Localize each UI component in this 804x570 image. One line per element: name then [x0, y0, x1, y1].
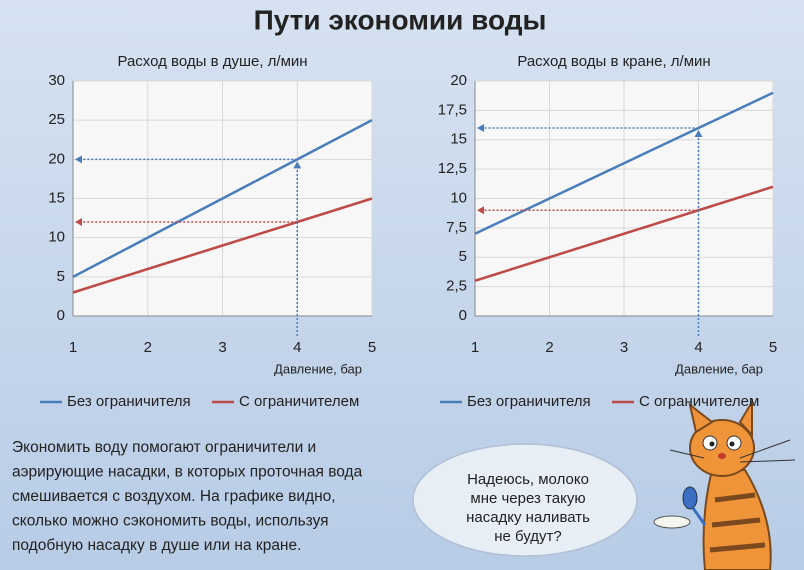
- y-tick-label: 12,5: [438, 160, 467, 177]
- legend-label: Без ограничителя: [467, 393, 591, 410]
- y-tick-label: 5: [459, 248, 467, 265]
- arrow-head: [293, 161, 302, 169]
- speech-bubble: [412, 443, 638, 557]
- series-line: [474, 185, 774, 282]
- speech-line: насадку наливать: [466, 509, 590, 526]
- x-tick-label: 2: [545, 339, 553, 356]
- x-tick-label: 3: [218, 339, 226, 356]
- page-title: Пути экономии воды: [254, 4, 547, 35]
- series-line: [72, 119, 373, 278]
- arrow-head: [477, 124, 484, 132]
- x-tick-label: 3: [620, 339, 628, 356]
- y-tick-label: 0: [459, 307, 467, 324]
- y-tick-label: 25: [48, 111, 65, 128]
- x-tick-label: 4: [293, 339, 301, 356]
- legend-label: С ограничителем: [639, 393, 759, 410]
- y-tick-label: 7,5: [446, 219, 467, 236]
- description-line: сколько можно сэкономить воды, используя: [12, 513, 329, 530]
- x-tick-label: 5: [769, 339, 777, 356]
- y-tick-label: 30: [48, 72, 65, 89]
- arrow-head: [75, 218, 82, 226]
- y-tick-label: 15: [48, 189, 65, 206]
- arrow-head: [694, 130, 703, 137]
- y-tick-label: 10: [450, 189, 467, 206]
- y-tick-label: 20: [48, 150, 65, 167]
- x-tick-label: 4: [694, 339, 702, 356]
- description-line: Экономить воду помогают ограничители и: [12, 439, 316, 456]
- x-axis-label: Давление, бар: [274, 361, 362, 376]
- cat: [653, 398, 796, 570]
- arrow-head: [75, 155, 82, 164]
- chart-title: Расход воды в душе, л/мин: [117, 53, 307, 70]
- arrow-head: [477, 206, 484, 215]
- x-axis-label: Давление, бар: [675, 361, 763, 376]
- chart-title: Расход воды в кране, л/мин: [517, 53, 710, 70]
- speech-line: не будут?: [494, 528, 562, 545]
- y-tick-label: 10: [48, 229, 65, 246]
- x-tick-label: 1: [471, 339, 479, 356]
- x-tick-label: 2: [144, 339, 152, 356]
- description-line: подобную насадку в душе или на кране.: [12, 537, 301, 554]
- speech-line: мне через такую: [470, 490, 585, 507]
- y-tick-label: 15: [450, 131, 467, 148]
- legend-label: Без ограничителя: [67, 393, 191, 410]
- y-tick-label: 2,5: [446, 278, 467, 295]
- x-tick-label: 5: [368, 339, 376, 356]
- y-tick-label: 17,5: [438, 101, 467, 118]
- series-line: [72, 197, 373, 294]
- speech-line: Надеюсь, молоко: [467, 471, 589, 488]
- y-tick-label: 5: [57, 268, 65, 285]
- legend-label: С ограничителем: [239, 393, 359, 410]
- y-tick-label: 20: [450, 72, 467, 89]
- description-line: аэрирующие насадки, в которых проточная …: [12, 464, 363, 481]
- y-tick-label: 0: [57, 307, 65, 324]
- description-line: смешивается с воздухом. На графике видно…: [12, 488, 336, 505]
- x-tick-label: 1: [69, 339, 77, 356]
